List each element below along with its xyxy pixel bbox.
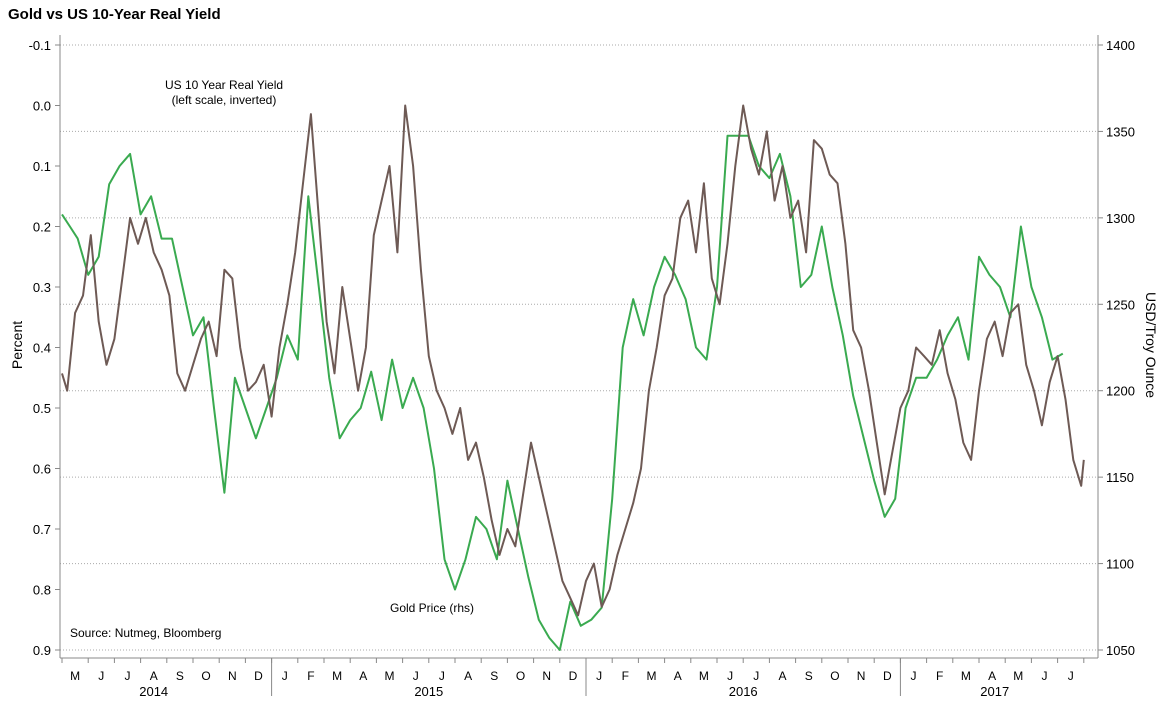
month-label: M — [647, 669, 657, 683]
month-label: M — [70, 669, 80, 683]
month-label: S — [805, 669, 813, 683]
right-tick-label: 1250 — [1106, 297, 1135, 312]
left-tick-label: 0.0 — [33, 99, 51, 114]
left-tick-label: -0.1 — [29, 38, 51, 53]
month-label: F — [936, 669, 943, 683]
month-label: J — [413, 669, 419, 683]
month-label: J — [98, 669, 104, 683]
left-tick-label: 0.8 — [33, 583, 51, 598]
left-tick-label: 0.1 — [33, 159, 51, 174]
month-label: D — [883, 669, 892, 683]
left-tick-label: 0.4 — [33, 341, 51, 356]
gridlines — [60, 44, 1098, 651]
gold-annotation: Gold Price (rhs) — [390, 601, 474, 615]
right-axis-label: USD/Troy Ounce — [1143, 292, 1159, 398]
month-label: N — [857, 669, 866, 683]
month-label: N — [542, 669, 551, 683]
month-label: A — [778, 669, 786, 683]
tick-labels: -0.1 0.0 0.1 0.2 0.3 0.4 0.5 0.6 0.7 0.8 0.9 1050 11… — [29, 38, 1135, 699]
month-label: J — [596, 669, 602, 683]
left-tick-label: 0.3 — [33, 280, 51, 295]
right-tick-label: 1150 — [1106, 470, 1134, 485]
month-label: J — [125, 669, 131, 683]
right-tick-label: 1400 — [1106, 38, 1135, 53]
month-label: J — [282, 669, 288, 683]
month-label: M — [332, 669, 342, 683]
axes — [55, 35, 1103, 696]
month-label: M — [385, 669, 395, 683]
month-label: O — [516, 669, 525, 683]
left-tick-label: 0.7 — [33, 522, 51, 537]
left-tick-label: 0.6 — [33, 462, 51, 477]
chart-title: Gold vs US 10-Year Real Yield — [8, 6, 221, 23]
month-label: J — [727, 669, 733, 683]
month-label: D — [569, 669, 578, 683]
left-tick-label: 0.2 — [33, 220, 51, 235]
month-label: M — [699, 669, 709, 683]
month-label: N — [228, 669, 237, 683]
month-label: A — [464, 669, 472, 683]
month-label: A — [674, 669, 682, 683]
month-label: J — [439, 669, 445, 683]
month-label: O — [201, 669, 210, 683]
real-yield-series-line — [61, 134, 1064, 651]
left-tick-label: 0.5 — [33, 401, 51, 416]
month-label: S — [490, 669, 498, 683]
right-tick-label: 1050 — [1106, 643, 1135, 658]
month-label: O — [830, 669, 839, 683]
left-tick-label: 0.9 — [33, 643, 51, 658]
month-label: J — [911, 669, 917, 683]
month-label: A — [150, 669, 158, 683]
series-lines — [61, 104, 1085, 651]
year-label: 2014 — [139, 684, 168, 699]
month-label: A — [988, 669, 996, 683]
month-label: A — [359, 669, 367, 683]
right-tick-label: 1300 — [1106, 211, 1135, 226]
real-yield-annotation-line1: US 10 Year Real Yield — [165, 78, 283, 92]
month-label: J — [753, 669, 759, 683]
left-axis-label: Percent — [9, 321, 25, 369]
gold-price-series-line — [61, 104, 1085, 617]
month-label: S — [176, 669, 184, 683]
month-label: J — [1068, 669, 1074, 683]
month-label: F — [622, 669, 629, 683]
source-note: Source: Nutmeg, Bloomberg — [70, 626, 221, 640]
right-tick-label: 1100 — [1106, 557, 1134, 572]
year-label: 2015 — [414, 684, 443, 699]
month-label: F — [307, 669, 314, 683]
right-tick-label: 1350 — [1106, 124, 1135, 139]
month-label: J — [1042, 669, 1048, 683]
real-yield-annotation-line2: (left scale, inverted) — [172, 93, 277, 107]
month-label: M — [1013, 669, 1023, 683]
month-label: D — [254, 669, 263, 683]
right-tick-label: 1200 — [1106, 384, 1135, 399]
year-label: 2016 — [729, 684, 758, 699]
year-label: 2017 — [980, 684, 1009, 699]
month-label: M — [961, 669, 971, 683]
